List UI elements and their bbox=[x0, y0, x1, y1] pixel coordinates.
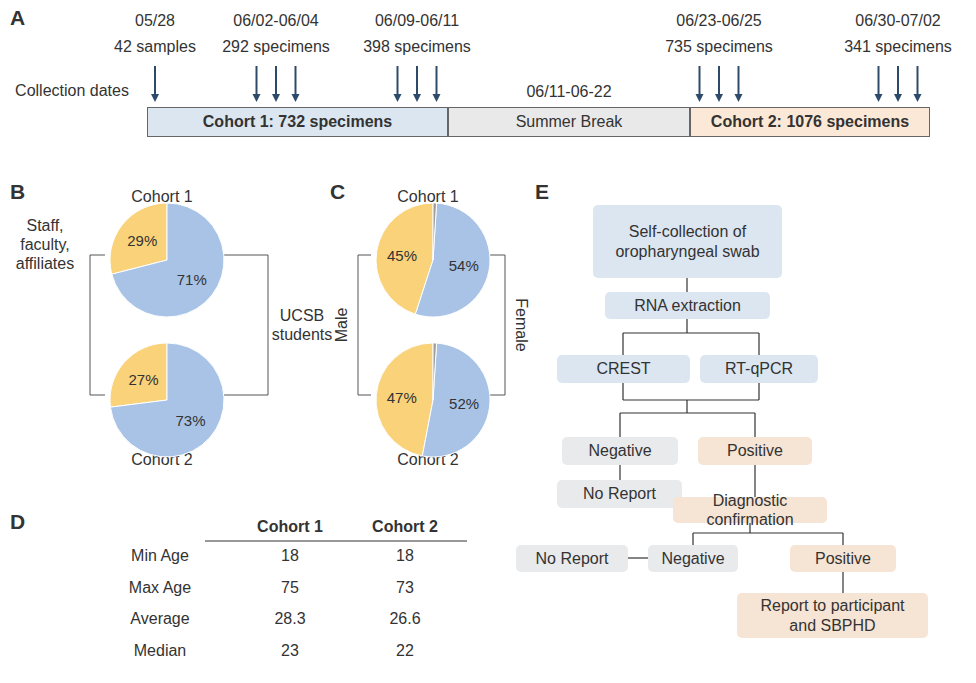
html-text:Positive: Positive bbox=[815, 549, 871, 567]
html-text:06/02-06/04: 06/02-06/04 bbox=[233, 12, 319, 30]
html-text:Self-collection of oropharynge: Self-collection of oropharyngeal swab bbox=[615, 223, 760, 260]
svg-text:27%: 27% bbox=[128, 371, 158, 388]
html-text:Female: Female bbox=[512, 298, 530, 352]
html-text:RNA extraction: RNA extraction bbox=[634, 296, 741, 314]
html-text:Summer Break: Summer Break bbox=[515, 113, 623, 130]
html-text:18: 18 bbox=[396, 547, 414, 565]
html-text:05/28: 05/28 bbox=[135, 12, 175, 30]
html-text:Cohort 1: 732 specimens: Cohort 1: 732 specimens bbox=[202, 113, 393, 130]
html-text:Negative: Negative bbox=[661, 549, 725, 567]
html-text:Min Age: Min Age bbox=[131, 547, 189, 565]
html-text:Average: Average bbox=[130, 610, 190, 628]
html-text:Max Age: Max Age bbox=[128, 578, 192, 596]
html-text:Male: Male bbox=[333, 307, 351, 343]
html-text:06/30-07/02: 06/30-07/02 bbox=[855, 12, 941, 30]
html-text:292 specimens: 292 specimens bbox=[222, 38, 330, 56]
svg-text:29%: 29% bbox=[127, 232, 157, 249]
svg-text:71%: 71% bbox=[177, 271, 207, 288]
html-text:Negative: Negative bbox=[588, 442, 652, 460]
html-text:22: 22 bbox=[396, 641, 414, 659]
html-text:Cohort 2: Cohort 2 bbox=[397, 451, 459, 469]
html-text:23: 23 bbox=[281, 641, 299, 659]
html-text:B: B bbox=[10, 180, 26, 203]
html-text:18: 18 bbox=[281, 547, 299, 565]
html-text:Report to participant and SBPH: Report to participant and SBPHD bbox=[760, 597, 905, 634]
svg-text:52%: 52% bbox=[449, 395, 479, 412]
html-text:CREST: CREST bbox=[596, 360, 651, 378]
html-text:06/11-06-22: 06/11-06-22 bbox=[526, 83, 612, 101]
html-text:06/09-06/11: 06/09-06/11 bbox=[374, 12, 460, 30]
html-text:42 samples: 42 samples bbox=[114, 38, 196, 56]
html-text:Cohort 1: Cohort 1 bbox=[257, 518, 323, 536]
html-text:28.3: 28.3 bbox=[274, 610, 306, 628]
svg-text:47%: 47% bbox=[387, 389, 417, 406]
html-text:No Report: No Report bbox=[583, 485, 656, 503]
html-text:26.6: 26.6 bbox=[389, 610, 421, 628]
html-text:C: C bbox=[330, 180, 346, 203]
html-text:Cohort 1: Cohort 1 bbox=[397, 188, 459, 206]
html-text:A: A bbox=[10, 6, 26, 29]
html-text:75: 75 bbox=[281, 578, 299, 596]
svg-text:45%: 45% bbox=[387, 247, 417, 264]
html-text:RT-qPCR: RT-qPCR bbox=[724, 360, 794, 378]
svg-text:73%: 73% bbox=[176, 412, 206, 429]
html-text:Median: Median bbox=[133, 641, 187, 659]
html-text:Collection dates: Collection dates bbox=[15, 82, 129, 100]
svg-text:54%: 54% bbox=[449, 257, 479, 274]
html-text:06/23-06/25: 06/23-06/25 bbox=[676, 12, 762, 30]
html-text:UCSB students: UCSB students bbox=[271, 306, 333, 343]
html-text:Cohort 2: 1076 specimens: Cohort 2: 1076 specimens bbox=[710, 113, 910, 130]
html-text:Positive: Positive bbox=[727, 442, 783, 460]
html-text:Cohort 1: Cohort 1 bbox=[131, 188, 193, 206]
html-text:Diagnostic confirmation: Diagnostic confirmation bbox=[706, 491, 794, 528]
html-text:Cohort 2: Cohort 2 bbox=[372, 518, 438, 536]
html-text:D: D bbox=[10, 510, 26, 533]
html-text:Cohort 2: Cohort 2 bbox=[131, 451, 193, 469]
html-text:Staff, faculty, affiliates: Staff, faculty, affiliates bbox=[15, 217, 75, 273]
html-text:No Report: No Report bbox=[535, 549, 609, 567]
html-text:341 specimens: 341 specimens bbox=[844, 38, 952, 56]
html-text:73: 73 bbox=[396, 578, 414, 596]
html-text:735 specimens: 735 specimens bbox=[665, 38, 773, 56]
html-text:E: E bbox=[535, 180, 549, 203]
html-text:398 specimens: 398 specimens bbox=[363, 38, 471, 56]
